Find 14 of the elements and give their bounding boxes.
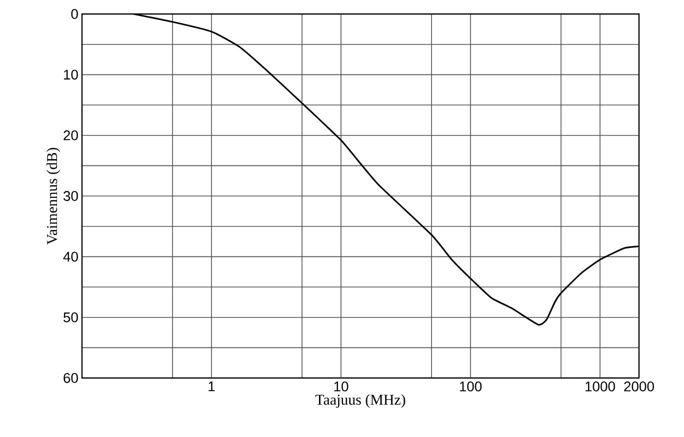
y-axis-title: Vaimennus (dB) xyxy=(46,148,60,245)
y-tick-label: 0 xyxy=(71,9,78,19)
x-tick-label: 1000 xyxy=(586,382,615,392)
x-tick-label: 2000 xyxy=(624,382,654,392)
y-tick-label: 50 xyxy=(64,312,78,322)
x-tick-label: 1 xyxy=(208,382,215,392)
y-tick-label: 30 xyxy=(63,191,78,201)
y-tick-label: 40 xyxy=(63,252,78,262)
y-tick-label: 60 xyxy=(64,373,78,383)
x-axis-title: Taajuus (MHz) xyxy=(315,394,406,408)
y-tick-label: 20 xyxy=(64,130,78,140)
x-tick-label: 100 xyxy=(460,382,482,392)
y-tick-label: 10 xyxy=(64,70,78,80)
x-tick-label: 10 xyxy=(334,382,348,392)
